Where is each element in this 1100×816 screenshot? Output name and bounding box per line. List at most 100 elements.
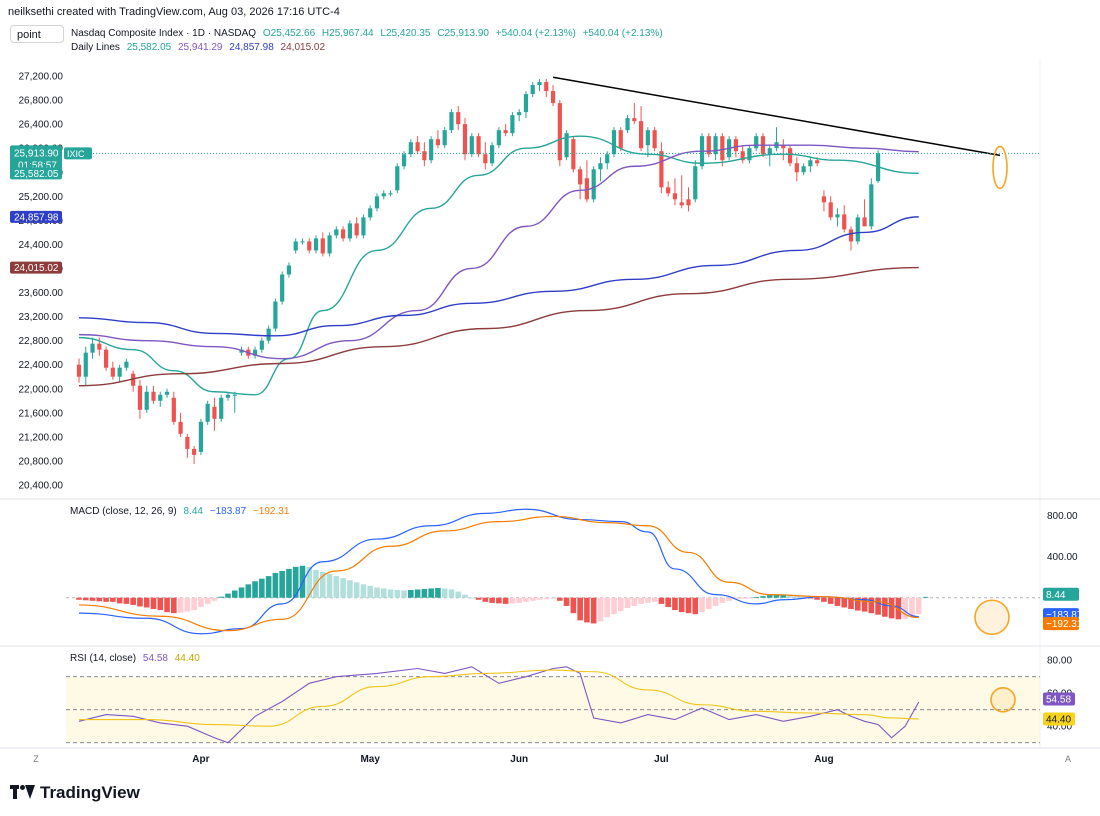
candle-body [483,154,488,164]
macd-histogram-bar [821,597,827,602]
candle-body [787,148,793,164]
macd-histogram-bar [157,597,164,611]
candle-body [808,160,813,167]
macd-histogram-bar [590,597,597,624]
candle-body [158,394,163,401]
rsi-highlight-circle [990,686,1016,713]
macd-histogram-bar [766,595,773,598]
candle-body [537,82,542,86]
candle-body [395,166,400,191]
rsi-ma-tag [1043,712,1075,726]
macd-histogram-bar [238,587,245,598]
highlight-circle [992,145,1008,190]
main-legend: Nasdaq Composite Index · 1D · NASDAQ O25… [71,28,667,39]
macd-histogram-bar [868,597,875,614]
candle-body [327,235,332,254]
macd-histogram-bar [164,597,170,613]
symbol-search-box[interactable]: point [10,25,64,43]
credit-text: neilksethi created with TradingView.com,… [8,6,340,18]
candle-body [659,151,664,188]
candle-body [259,340,264,350]
macd-histogram-bar [570,597,577,614]
macd-histogram-bar [408,590,414,598]
candle-body [591,169,596,200]
macd-histogram-bar [326,574,333,598]
candle-body [815,160,820,164]
macd-histogram-bar [76,597,82,600]
candle-body [110,367,115,377]
candle-body [781,145,786,149]
resistance-trendline [552,76,1001,157]
macd-histogram-bar [414,589,421,598]
ma200-price-tag [10,261,62,274]
chart-canvas[interactable]: 27,200.0026,800.0026,400.0026,000.0025,6… [0,0,1100,780]
rsi-title: RSI (14, close) [70,653,137,664]
macd-histogram-bar [543,597,550,600]
candle-body [706,136,711,155]
macd-histogram-bar [272,573,279,598]
auto-scale-button[interactable]: A [1065,754,1071,764]
macd-histogram-bar [374,587,380,598]
candle-body [550,91,556,104]
macd-signal-tag-text: −192.31 [1046,619,1083,630]
candle-body [672,193,678,200]
macd-histogram-bar [726,597,732,601]
macd-histogram-bar [509,597,516,604]
ohlc-open: O25,452.66 [262,28,316,39]
candle-body [828,202,833,218]
y-tick-label: 23,200.00 [19,312,64,323]
candle-body [740,151,745,161]
macd-histogram-bar [96,597,103,602]
macd-histogram-bar [502,597,509,604]
macd-highlight-circle [974,599,1010,636]
y-tick-label: 22,400.00 [19,360,64,371]
tradingview-logo-icon [10,785,35,799]
macd-histogram-bar [428,588,434,598]
rsi-y-tick: 40.00 [1047,722,1072,733]
ma200-value: 24,015.02 [280,42,326,53]
candle-body [584,178,590,200]
candle-body [632,118,637,122]
macd-histogram-bar [360,584,367,598]
candle-body [449,112,454,131]
candle-body [381,193,386,197]
y-tick-label: 22,000.00 [19,384,64,395]
macd-signal-tag [1043,617,1079,631]
candle-body [286,265,292,275]
rsi-value-tag-text: 54.58 [1046,694,1071,705]
x-tick-label: Jun [510,754,528,765]
candle-body [747,148,752,161]
macd-histogram-bar [692,597,699,615]
candle-body [83,352,88,377]
candle-body [530,85,535,95]
candle-body [666,187,671,194]
macd-histogram-bar [191,597,197,611]
macd-histogram-bar [448,589,455,598]
macd-histogram-bar [672,597,678,611]
candle-body [503,130,508,134]
candle-body [794,163,799,173]
macd-histogram-bar [435,587,441,598]
macd-histogram-bar [489,597,495,603]
macd-histogram-bar [712,597,719,606]
ma200-price-tag-text: 24,015.02 [14,263,59,274]
zoom-button[interactable]: Z [33,754,39,764]
macd-histogram-bar [563,597,570,606]
macd-histogram-bar [854,597,861,611]
macd-histogram-bar [651,597,658,602]
y-tick-label: 21,200.00 [19,432,64,443]
candle-body [198,421,203,452]
ma50-line [78,144,919,360]
x-tick-label: Jul [654,754,669,765]
tradingview-logo: TradingView [10,783,140,803]
candle-body [341,229,346,239]
macd-histogram-bar [665,597,671,607]
candle-body [456,112,461,125]
candle-body [205,403,210,422]
macd-histogram-bar [814,597,820,600]
macd-histogram-bar [861,597,868,612]
candle-body [374,196,380,209]
macd-histogram-bar [909,597,915,618]
ma20-price-tag [10,167,62,180]
macd-histogram-bar [841,597,848,608]
